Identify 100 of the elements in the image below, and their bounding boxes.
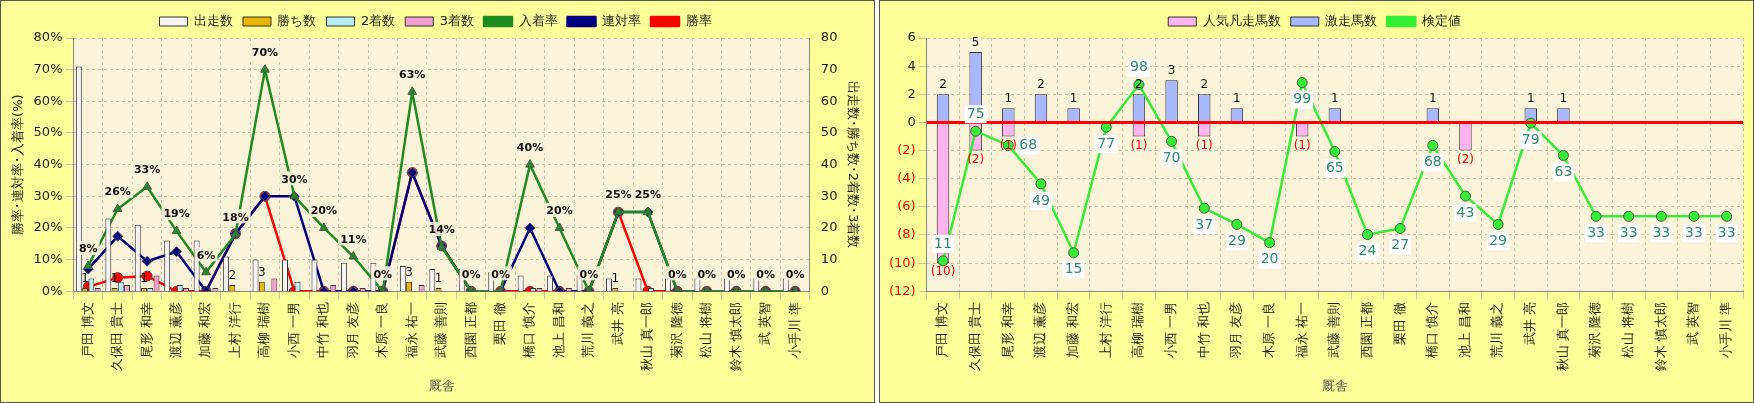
data-label: 0% [491, 267, 510, 281]
data-label: 1 [1233, 91, 1241, 106]
data-label: 77 [1097, 134, 1116, 151]
data-label: (1) [1195, 137, 1213, 152]
y-tick-label: 70% [33, 61, 63, 77]
data-label: 1 [1428, 91, 1437, 106]
x-tick-label: 武 英智 [757, 302, 773, 346]
x-tick-label: 上村 洋行 [226, 302, 242, 359]
data-label: 30% [281, 172, 308, 186]
y-tick-label: (4) [897, 170, 916, 186]
x-tick-label: 尾形 和幸 [138, 302, 154, 359]
data-label: 0% [726, 267, 746, 281]
data-label: 1 [1069, 91, 1078, 106]
x-tick-label: 中竹 和也 [1195, 302, 1211, 359]
data-label: 26% [104, 185, 131, 199]
y2-tick-label: 0 [820, 282, 830, 298]
data-label: 33 [1685, 223, 1703, 240]
x-tick-label: 高柳 瑞樹 [1130, 302, 1146, 359]
data-label: 20 [1260, 250, 1279, 267]
legend-label: 連対率 [602, 12, 642, 28]
data-label: 11% [340, 232, 367, 246]
x-tick-label: 池上 昌和 [1456, 302, 1472, 359]
data-label: 24 [1358, 242, 1377, 259]
x-tick-label: 荒川 義之 [1489, 302, 1505, 359]
legend-label: 勝ち数 [277, 12, 317, 28]
x-tick-label: 松山 将樹 [1620, 302, 1636, 359]
x-tick-label: 木原 一良 [374, 302, 390, 359]
x-tick-label: 栗田 徹 [1391, 302, 1407, 346]
y-tick-label: (8) [897, 226, 916, 242]
data-label: 14% [428, 223, 455, 237]
x-tick-label: 橋口 慎介 [1424, 302, 1440, 359]
data-label: 49 [1032, 191, 1050, 208]
y-tick-label: (10) [889, 254, 916, 270]
legend-label: 勝率 [685, 12, 712, 28]
x-tick-label: 福永 祐一 [1293, 302, 1309, 359]
data-label: 1 [434, 271, 443, 286]
data-label: 0% [579, 267, 599, 281]
y-tick-label: (12) [889, 282, 916, 298]
x-tick-label: 鈴木 慎太郎 [1652, 302, 1668, 372]
y-tick-label: 2 [907, 85, 916, 101]
data-label: 5 [971, 35, 980, 50]
x-tick-label: 武 英智 [1685, 302, 1701, 346]
y-tick-label: 4 [907, 57, 916, 73]
data-label: 2 [1200, 77, 1209, 92]
y-axis-title: 勝率･連対率･入着率(%) [10, 94, 26, 235]
x-tick-label: 上村 洋行 [1097, 302, 1113, 359]
x-tick-label: 小西 一男 [1162, 302, 1178, 359]
x-tick-label: 小手川 準 [1718, 302, 1734, 359]
x-tick-label: 羽月 友彦 [344, 302, 360, 360]
y-tick-label: 0 [907, 113, 916, 129]
x-tick-label: 加藤 和宏 [1065, 302, 1080, 359]
x-tick-label: 武藤 善則 [433, 302, 449, 359]
x-tick-label: 武井 亮 [1522, 302, 1538, 346]
data-label: 33 [1587, 223, 1605, 240]
x-axis-title: 厩舎 [1321, 377, 1348, 393]
x-tick-label: 西園 正都 [462, 302, 478, 359]
data-label: 1 [1331, 91, 1339, 106]
data-label: 63 [1554, 163, 1573, 180]
data-label: 37 [1195, 215, 1214, 232]
y-tick-label: 40% [33, 156, 63, 172]
data-label: 25% [634, 188, 662, 202]
legend-label: 人気凡走馬数 [1202, 12, 1281, 28]
data-label: 20% [546, 204, 573, 218]
legend-label: 3着数 [439, 12, 475, 28]
data-label: 0% [785, 267, 805, 281]
data-label: 8% [78, 242, 98, 256]
data-label: 29 [1489, 232, 1508, 249]
x-tick-label: 池上 昌和 [550, 302, 566, 359]
x-tick-label: 武井 亮 [609, 302, 625, 346]
data-label: 68 [1019, 136, 1038, 153]
data-label: 1 [110, 271, 119, 286]
data-label: 68 [1423, 153, 1442, 170]
y-tick-label: 60% [33, 92, 63, 108]
x-tick-label: 西園 正都 [1358, 302, 1374, 359]
x-tick-label: 福永 祐一 [403, 302, 419, 359]
x-tick-label: 加藤 和宏 [197, 302, 213, 359]
y-tick-label: (2) [897, 141, 916, 157]
x-tick-label: 菊沢 隆徳 [668, 302, 684, 359]
data-label: 70% [251, 46, 279, 60]
data-label: 15 [1064, 260, 1083, 277]
x-tick-label: 菊沢 隆徳 [1587, 302, 1603, 359]
data-label: 1 [1004, 91, 1013, 106]
data-label: 0% [461, 267, 481, 281]
x-tick-label: 栗田 徹 [491, 302, 507, 346]
x-tick-label: 橋口 慎介 [521, 302, 537, 359]
legend-label: 検定値 [1421, 12, 1461, 28]
data-label: 6% [196, 248, 216, 262]
y2-axis-title: 出走数･勝ち数･2着数･3着数 [845, 80, 861, 249]
x-tick-label: 鈴木 慎太郎 [727, 302, 743, 372]
x-tick-label: 木原 一良 [1260, 302, 1276, 359]
data-label: (1) [1130, 137, 1148, 152]
y-tick-label: 20% [33, 219, 63, 235]
legend-label: 入着率 [518, 12, 558, 28]
x-tick-label: 中竹 和也 [315, 302, 331, 359]
data-label: 3 [1167, 63, 1176, 78]
data-label: 25% [605, 188, 632, 202]
data-label: 0% [756, 267, 776, 281]
y2-tick-label: 40 [820, 156, 838, 172]
data-label: 0% [697, 267, 717, 281]
data-label: 40% [516, 140, 544, 154]
